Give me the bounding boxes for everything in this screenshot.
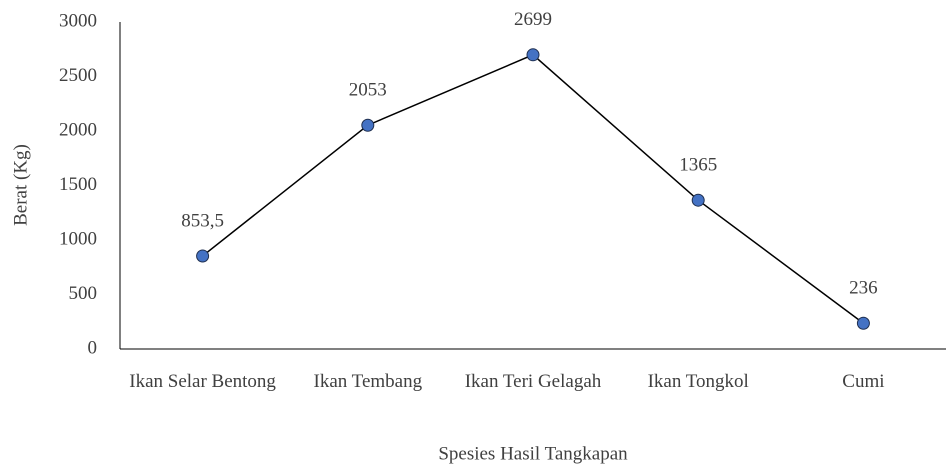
y-tick-label: 500 (69, 283, 98, 304)
x-tick-label: Cumi (842, 371, 885, 392)
data-label: 1365 (679, 155, 717, 176)
data-label: 2699 (514, 9, 552, 30)
y-tick-label: 2000 (59, 119, 97, 140)
marker (361, 118, 375, 132)
x-tick-label: Ikan Tembang (313, 371, 423, 392)
marker (856, 316, 870, 330)
y-tick-label: 1500 (59, 174, 97, 195)
y-tick-label: 0 (88, 337, 98, 358)
x-axis-title: Spesies Hasil Tangkapan (438, 443, 628, 464)
x-tick-label: Ikan Teri Gelagah (464, 371, 602, 392)
data-label: 853,5 (181, 210, 224, 231)
line (202, 53, 864, 324)
y-tick-label: 1000 (59, 228, 97, 249)
y-tick-label: 3000 (59, 10, 97, 31)
data-label: 2053 (349, 80, 387, 101)
marker (691, 193, 705, 207)
x-tick-label: Ikan Selar Bentong (129, 371, 276, 392)
x-tick-label: Ikan Tongkol (647, 371, 749, 392)
y-tick-label: 2500 (59, 65, 97, 86)
data-label: 236 (849, 278, 878, 299)
y-axis-title: Berat (Kg) (10, 144, 31, 226)
marker (196, 249, 210, 263)
marker (526, 48, 540, 62)
